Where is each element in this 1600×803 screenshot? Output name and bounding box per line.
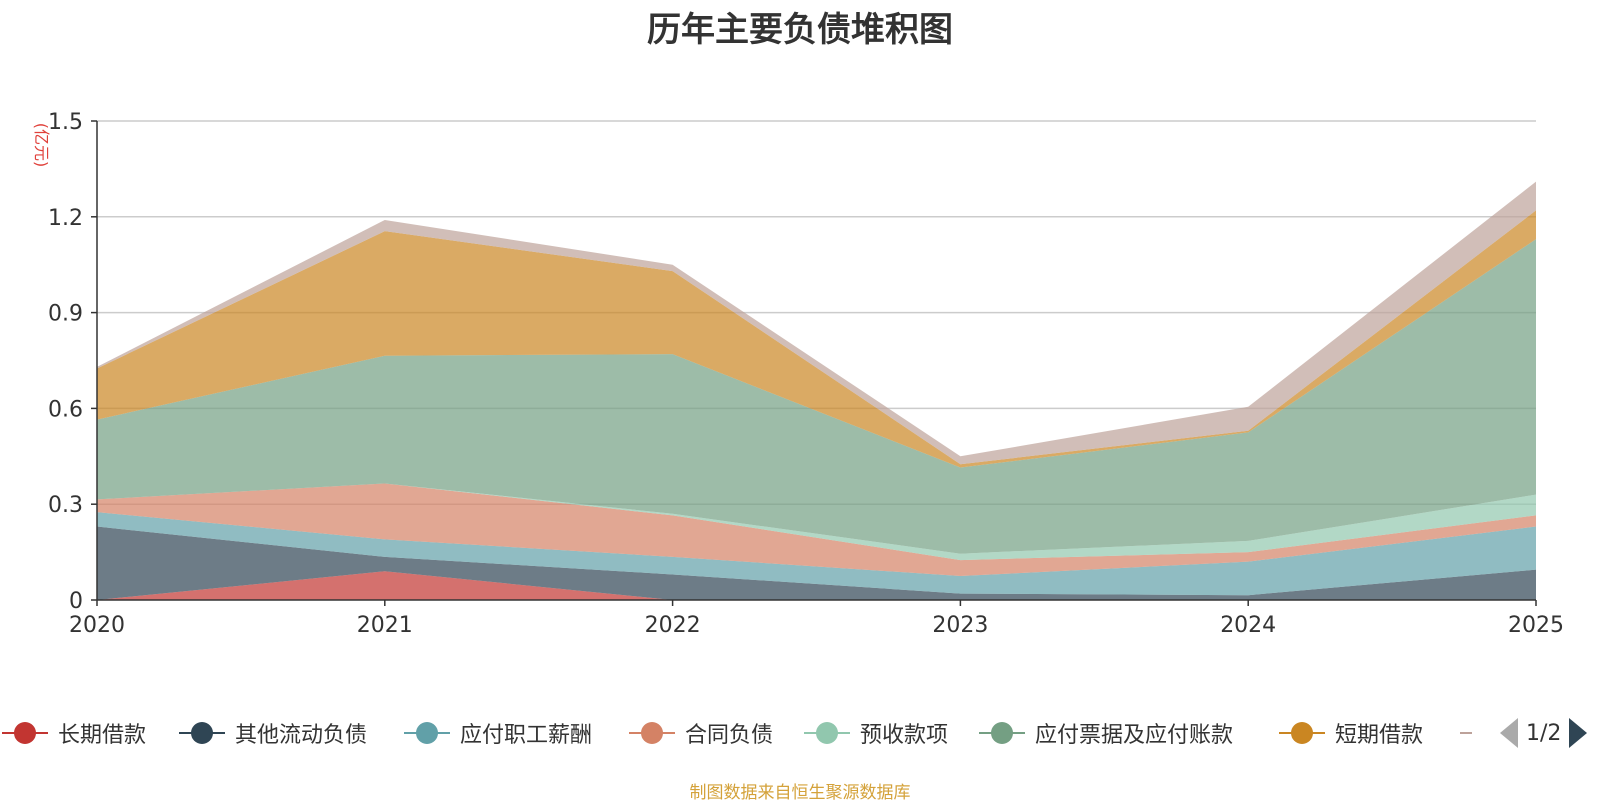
legend-marker-icon xyxy=(802,713,852,753)
y-tick-label: 0.6 xyxy=(48,397,83,422)
chart-title: 历年主要负债堆积图 xyxy=(647,10,953,50)
area-series xyxy=(97,181,1536,600)
legend-item-应付职工薪酬[interactable]: 应付职工薪酬 xyxy=(402,713,592,753)
legend-page-indicator: 1/2 xyxy=(1526,720,1562,746)
legend-label: 合同负债 xyxy=(685,723,774,748)
legend-label: 其他流动负债 xyxy=(235,723,368,748)
legend-item-合同负债[interactable]: 合同负债 xyxy=(627,713,773,753)
legend-item-短期借款[interactable]: 短期借款 xyxy=(1277,713,1423,753)
legend-pager: 1/2 xyxy=(1500,713,1588,753)
data-source-note: 制图数据来自恒生聚源数据库 xyxy=(689,783,911,803)
legend-item-应付票据及应付账款[interactable]: 应付票据及应付账款 xyxy=(977,713,1233,753)
chart-legend: 长期借款 其他流动负债 应付职工薪酬 合同负债 预收款项 应付票据及应付账款 短期借款 其他 xyxy=(0,713,1472,753)
legend-item-预收款项[interactable]: 预收款项 xyxy=(802,713,948,753)
legend-marker-icon xyxy=(977,713,1027,753)
y-tick-label: 0 xyxy=(69,589,83,614)
legend-label: 应付票据及应付账款 xyxy=(1035,723,1234,748)
area-series-长期借款 xyxy=(97,571,1536,600)
legend-label: 应付职工薪酬 xyxy=(460,723,593,748)
legend-marker-icon xyxy=(402,713,452,753)
y-tick-label: 1.2 xyxy=(48,206,83,231)
area-series-其他流动负债 xyxy=(97,526,1536,600)
area-series-应付职工薪酬 xyxy=(97,512,1536,596)
x-tick-label: 2022 xyxy=(645,613,701,638)
area-series-短期借款 xyxy=(97,210,1536,468)
area-series-合同负债 xyxy=(97,483,1536,577)
area-series-应付票据及应付账款 xyxy=(97,239,1536,554)
legend-label: 长期借款 xyxy=(58,723,147,748)
y-axis-unit-label: (亿元) xyxy=(32,123,51,168)
y-tick-label: 0.3 xyxy=(48,493,83,518)
legend-marker-icon xyxy=(1458,713,1472,753)
y-tick-label: 0.9 xyxy=(48,302,83,327)
legend-prev-page-icon[interactable] xyxy=(1500,718,1518,748)
x-tick-label: 2024 xyxy=(1220,613,1276,638)
legend-next-page-icon[interactable] xyxy=(1569,718,1588,748)
legend-item-其他流动负债[interactable]: 其他流动负债 xyxy=(177,713,367,753)
legend-label: 短期借款 xyxy=(1335,723,1424,748)
y-tick-label: 1.5 xyxy=(48,110,83,135)
legend-item-其他[interactable]: 其他 xyxy=(1458,713,1472,753)
legend-marker-icon xyxy=(1277,713,1327,753)
x-tick-label: 2023 xyxy=(932,613,988,638)
x-tick-label: 2020 xyxy=(69,613,125,638)
axes: 0 0.3 0.6 0.9 1.2 1.5 2020 2021 2022 2023 2024 2025 xyxy=(48,110,1564,638)
legend-marker-icon xyxy=(0,713,50,753)
legend-item-长期借款[interactable]: 长期借款 xyxy=(0,713,146,753)
x-tick-label: 2021 xyxy=(357,613,413,638)
legend-marker-icon xyxy=(627,713,677,753)
x-tick-label: 2025 xyxy=(1508,613,1564,638)
legend-marker-icon xyxy=(177,713,227,753)
legend-label: 预收款项 xyxy=(860,723,949,748)
